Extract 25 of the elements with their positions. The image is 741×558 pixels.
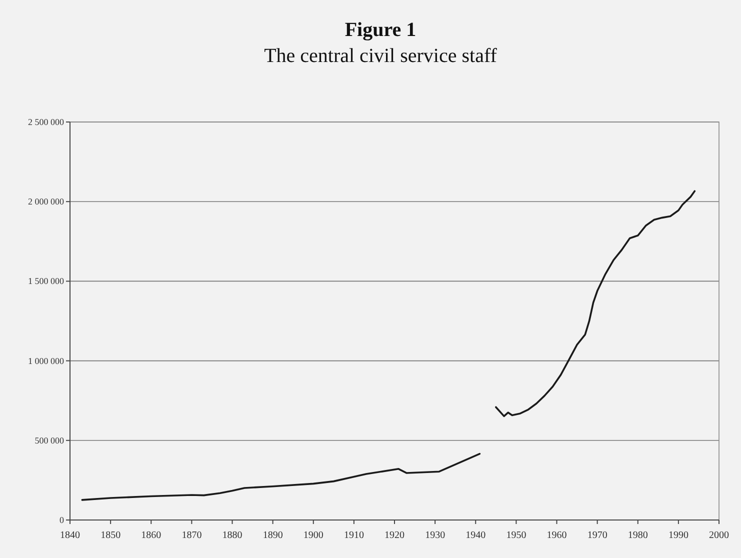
x-tick-label: 1890 [262, 530, 283, 541]
x-tick-label: 1870 [182, 530, 202, 541]
x-tick-label: 1990 [668, 530, 688, 541]
y-tick-label: 1 500 000 [28, 276, 64, 286]
y-tick-label: 500 000 [34, 435, 64, 446]
x-tick-label: 2000 [709, 530, 729, 541]
x-tick-label: 1980 [628, 530, 648, 541]
y-tick-label: 0 [60, 515, 64, 525]
x-tick-label: 1860 [141, 530, 162, 541]
x-tick-label: 1940 [466, 530, 486, 541]
x-tick-label: 1950 [506, 530, 526, 541]
x-tick-label: 1970 [587, 530, 608, 541]
y-tick-label: 1 000 000 [28, 356, 64, 366]
x-tick-label: 1900 [303, 530, 324, 541]
chart-title: Figure 1 [344, 19, 416, 41]
y-tick-label: 2 000 000 [28, 196, 64, 207]
x-tick-label: 1960 [546, 530, 567, 541]
x-tick-label: 1850 [100, 530, 121, 541]
y-tick-label: 2 500 000 [28, 117, 64, 127]
x-tick-label: 1920 [384, 530, 404, 541]
x-tick-label: 1880 [222, 530, 242, 541]
x-tick-label: 1910 [344, 530, 364, 541]
x-tick-label: 1840 [60, 530, 80, 541]
chart-subtitle: The central civil service staff [264, 45, 498, 67]
x-tick-label: 1930 [425, 530, 446, 541]
